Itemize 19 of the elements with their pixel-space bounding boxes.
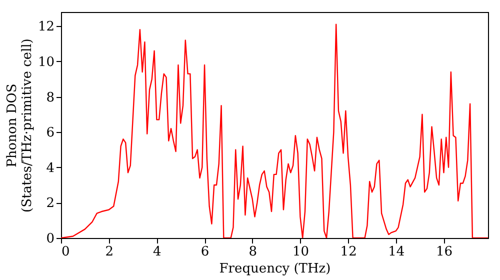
x-axis-title: Frequency (THz)	[219, 262, 331, 276]
x-tick-label: 2	[105, 244, 114, 260]
y-tick-label: 4	[46, 160, 54, 176]
x-tick-label: 16	[436, 244, 453, 260]
x-tick-label: 10	[292, 244, 309, 260]
y-tick-label: 8	[46, 90, 54, 106]
y-axis-title: Phonon DOS (States/THz·primitive cell)	[4, 38, 35, 213]
y-tick-label: 2	[46, 196, 54, 212]
x-tick-label: 14	[388, 244, 405, 260]
x-tick-label: 8	[248, 244, 258, 260]
y-tick-label: 10	[38, 54, 54, 70]
y-tick-label: 6	[46, 126, 54, 141]
y-tick-label: 12	[38, 20, 54, 35]
x-tick-label: 6	[200, 244, 210, 260]
line-series	[61, 24, 488, 238]
y-tick-label: 0	[46, 232, 54, 246]
x-tick-label: 4	[153, 244, 162, 260]
x-tick-label: 12	[340, 244, 357, 260]
x-tick-label: 0	[62, 244, 70, 260]
